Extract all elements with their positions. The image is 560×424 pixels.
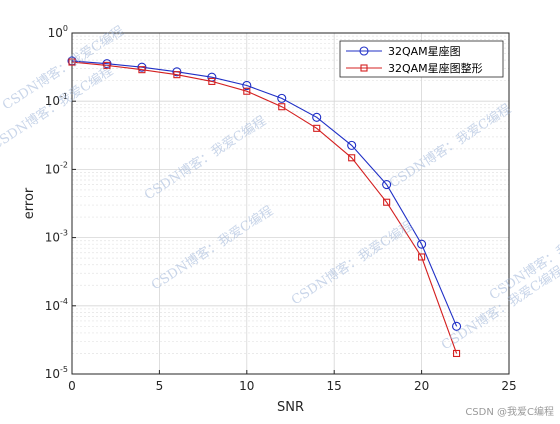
y-tick-label: 10-1 (45, 92, 68, 108)
y-tick-label: 10-3 (45, 229, 68, 245)
y-tick-label: 10-2 (45, 160, 68, 176)
data-point-square (278, 103, 286, 111)
y-tick-label: 10-5 (45, 365, 68, 381)
data-point-circle (277, 93, 287, 103)
legend-label: 32QAM星座图整形 (388, 61, 483, 75)
data-point-square (313, 124, 321, 132)
data-point-circle (417, 239, 427, 249)
data-point-circle (452, 321, 462, 331)
series-line (71, 61, 458, 354)
x-axis-label: SNR (277, 400, 304, 415)
series-line (71, 60, 458, 327)
data-point-square (138, 66, 146, 74)
y-tick-label: 100 (48, 24, 68, 40)
legend-marker-square (360, 64, 368, 72)
x-tick-label: 25 (501, 379, 516, 393)
axis-ticks: 0 5 10 15 20 25 100 10-1 10-2 10-3 10-4 10-5 (45, 24, 517, 393)
legend: 32QAM星座图 32QAM星座图整形 (339, 40, 504, 78)
series-2 (68, 58, 461, 358)
x-tick-label: 0 (68, 379, 76, 393)
data-point-square (243, 87, 251, 95)
data-point-square (68, 58, 76, 66)
plot-area (71, 32, 510, 375)
x-tick-label: 10 (239, 379, 254, 393)
x-tick-label: 20 (414, 379, 429, 393)
x-tick-label: 5 (156, 379, 164, 393)
data-point-square (348, 154, 356, 162)
data-point-circle (172, 67, 182, 77)
data-point-square (208, 77, 216, 85)
data-point-square (383, 198, 391, 206)
series-group (67, 56, 462, 358)
legend-marker-circle (359, 46, 369, 56)
data-point-circle (382, 179, 392, 190)
data-point-circle (102, 59, 112, 69)
data-point-circle (312, 112, 322, 122)
data-point-square (453, 349, 461, 358)
series-1 (67, 56, 462, 331)
legend-label: 32QAM星座图 (388, 44, 461, 58)
footer-credit: CSDN @我爱C编程 (465, 407, 554, 418)
y-axis-label: error (22, 187, 37, 219)
data-point-circle (347, 140, 357, 150)
data-point-circle (242, 80, 252, 91)
y-tick-label: 10-4 (45, 297, 68, 313)
data-point-square (173, 71, 181, 79)
x-tick-label: 15 (327, 379, 342, 393)
data-point-circle (137, 62, 147, 72)
data-point-square (103, 61, 111, 69)
data-point-square (418, 253, 426, 261)
